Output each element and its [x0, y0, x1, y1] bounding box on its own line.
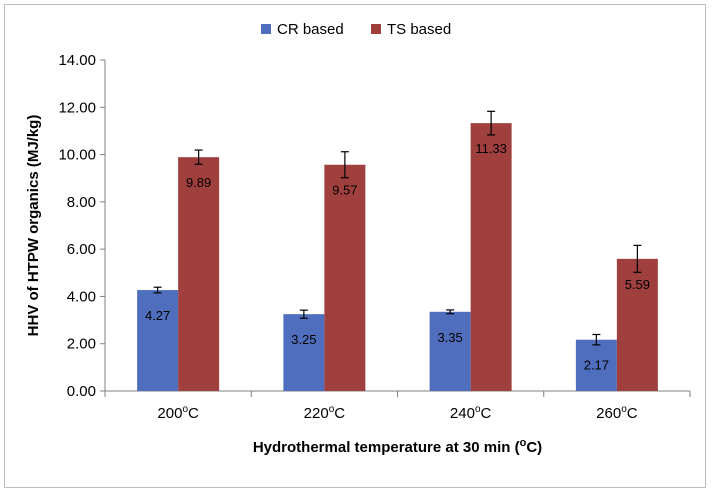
x-tick-label: 260oC	[596, 404, 638, 422]
y-tick-label: 0.00	[67, 383, 96, 400]
x-tick-label: 200oC	[157, 404, 199, 422]
data-label: 5.59	[625, 277, 650, 292]
data-label: 9.89	[186, 175, 211, 190]
y-tick-label: 6.00	[67, 241, 96, 258]
y-tick-label: 10.00	[58, 147, 96, 164]
bar-0-2	[429, 311, 471, 391]
legend-label-0: CR based	[277, 21, 344, 38]
legend-label-1: TS based	[387, 21, 451, 38]
x-tick-label: 220oC	[304, 404, 346, 422]
data-label: 3.25	[291, 332, 316, 347]
data-label: 3.35	[437, 330, 462, 345]
bar-1-2	[470, 123, 512, 391]
y-axis-title: HHV of HTPW organics (MJ/kg)	[25, 115, 42, 337]
x-axis-title: Hydrothermal temperature at 30 min (oC)	[253, 437, 542, 456]
x-tick-label: 240oC	[450, 404, 492, 422]
legend-swatch-1	[371, 24, 381, 34]
y-tick-label: 8.00	[67, 194, 96, 211]
data-label: 9.57	[332, 183, 357, 198]
y-tick-label: 2.00	[67, 336, 96, 353]
data-label: 2.17	[584, 358, 609, 373]
legend-swatch-0	[261, 24, 271, 34]
bar-0-0	[137, 290, 179, 391]
y-tick-label: 12.00	[58, 99, 96, 116]
bar-1-3	[616, 258, 658, 391]
data-label: 4.27	[145, 308, 170, 323]
bar-0-1	[283, 314, 325, 391]
y-tick-label: 4.00	[67, 288, 96, 305]
bar-1-1	[324, 164, 366, 391]
bar-1-0	[178, 157, 220, 391]
bar-0-3	[575, 339, 617, 391]
y-tick-label: 14.00	[58, 52, 96, 69]
data-label: 11.33	[475, 141, 507, 156]
